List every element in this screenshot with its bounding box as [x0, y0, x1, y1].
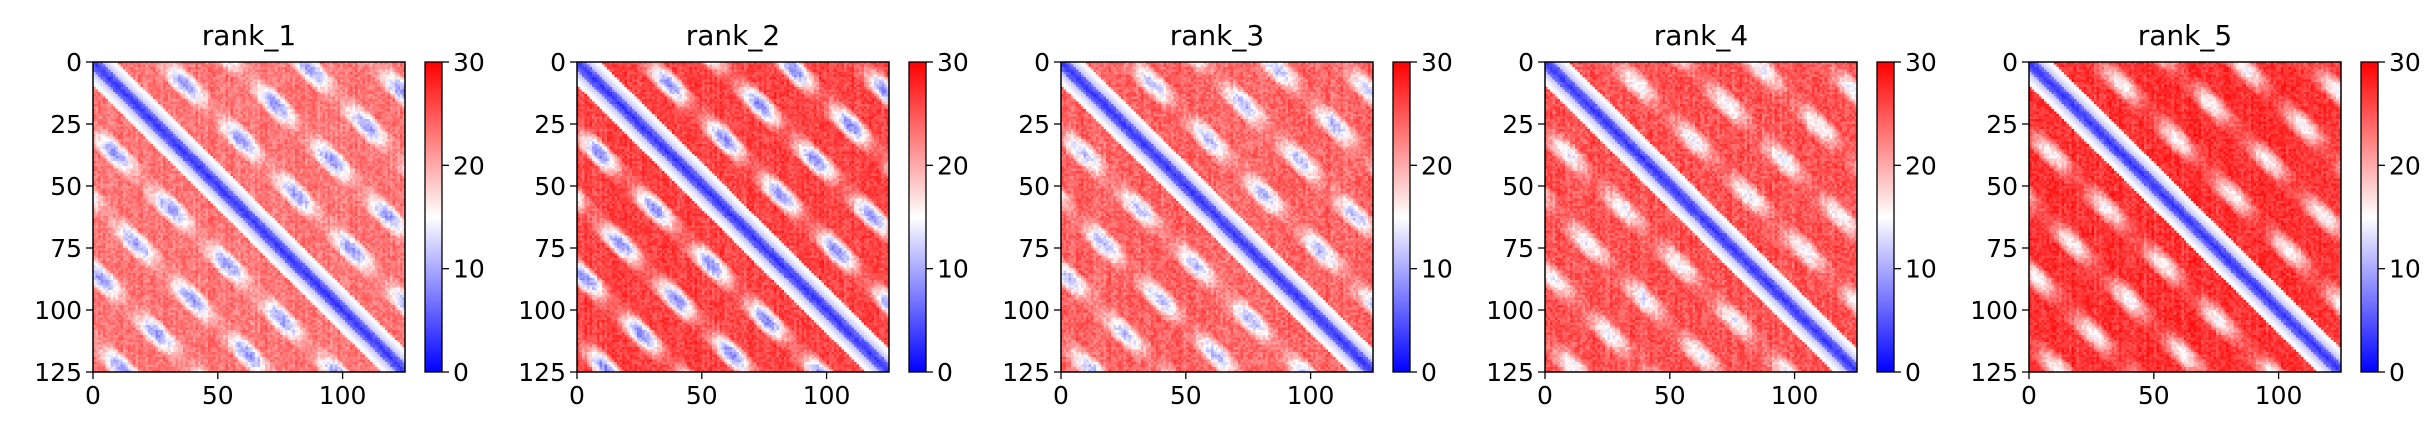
- colorbar: [908, 61, 927, 373]
- colorbar-tick-label: 10: [453, 255, 485, 284]
- colorbar-tick-label: 20: [1421, 151, 1453, 180]
- y-tick-label: 125: [1002, 358, 1050, 387]
- colorbar-tick-label: 0: [937, 358, 953, 387]
- plot-frame: [2028, 61, 2342, 373]
- y-tick-label: 100: [34, 296, 82, 325]
- colorbar: [424, 61, 443, 373]
- colorbar: [2360, 61, 2379, 373]
- y-tick-label: 100: [1486, 296, 1534, 325]
- x-tick-label: 50: [202, 381, 234, 410]
- x-tick-label: 0: [85, 381, 101, 410]
- colorbar-tick-label: 10: [2389, 255, 2421, 284]
- y-tick-label: 25: [1018, 110, 1050, 139]
- panel-title: rank_2: [686, 19, 780, 52]
- colorbar-tick-label: 0: [453, 358, 469, 387]
- y-tick-label: 75: [1502, 234, 1534, 263]
- x-tick-label: 50: [1654, 381, 1686, 410]
- panel-title: rank_3: [1170, 19, 1264, 52]
- panel-title: rank_4: [1654, 19, 1748, 52]
- heatmap-image: [2029, 62, 2341, 372]
- plot-frame: [1544, 61, 1858, 373]
- colorbar-tick-label: 10: [1905, 255, 1937, 284]
- colorbar-tick-label: 20: [1905, 151, 1937, 180]
- y-tick-label: 0: [1518, 48, 1534, 77]
- x-tick-label: 0: [569, 381, 585, 410]
- y-tick-label: 50: [1986, 172, 2018, 201]
- y-tick-label: 25: [1502, 110, 1534, 139]
- y-tick-label: 25: [50, 110, 82, 139]
- colorbar-tick-label: 30: [453, 48, 485, 77]
- colorbar-tick-label: 10: [937, 255, 969, 284]
- y-tick-label: 125: [34, 358, 82, 387]
- x-tick-label: 0: [1053, 381, 1069, 410]
- y-tick-label: 100: [518, 296, 566, 325]
- y-tick-label: 125: [1970, 358, 2018, 387]
- colorbar-tick-label: 20: [453, 151, 485, 180]
- panel-title: rank_1: [202, 19, 296, 52]
- colorbar-tick-label: 0: [1421, 358, 1437, 387]
- colorbar-tick-label: 30: [937, 48, 969, 77]
- y-tick-label: 25: [1986, 110, 2018, 139]
- y-tick-label: 50: [1018, 172, 1050, 201]
- y-tick-label: 0: [550, 48, 566, 77]
- colorbar-tick-label: 0: [1905, 358, 1921, 387]
- heatmap-image: [1061, 62, 1373, 372]
- x-tick-label: 100: [319, 381, 367, 410]
- x-tick-label: 50: [686, 381, 718, 410]
- x-tick-label: 0: [2021, 381, 2037, 410]
- colorbar: [1876, 61, 1895, 373]
- y-tick-label: 0: [66, 48, 82, 77]
- y-tick-label: 50: [1502, 172, 1534, 201]
- y-tick-label: 50: [534, 172, 566, 201]
- y-tick-label: 75: [1018, 234, 1050, 263]
- heatmap-image: [577, 62, 889, 372]
- colorbar-tick-label: 0: [2389, 358, 2405, 387]
- x-tick-label: 100: [1287, 381, 1335, 410]
- y-tick-label: 0: [1034, 48, 1050, 77]
- y-tick-label: 75: [1986, 234, 2018, 263]
- y-tick-label: 100: [1002, 296, 1050, 325]
- y-tick-label: 0: [2002, 48, 2018, 77]
- x-tick-label: 0: [1537, 381, 1553, 410]
- x-tick-label: 100: [803, 381, 851, 410]
- y-tick-label: 75: [50, 234, 82, 263]
- heatmap-image: [1545, 62, 1857, 372]
- colorbar-tick-label: 30: [2389, 48, 2421, 77]
- colorbar-tick-label: 10: [1421, 255, 1453, 284]
- panel-title: rank_5: [2138, 19, 2232, 52]
- y-tick-label: 75: [534, 234, 566, 263]
- colorbar: [1392, 61, 1411, 373]
- x-tick-label: 100: [1771, 381, 1819, 410]
- y-tick-label: 100: [1970, 296, 2018, 325]
- colorbar-tick-label: 20: [937, 151, 969, 180]
- colorbar-tick-label: 20: [2389, 151, 2421, 180]
- y-tick-label: 50: [50, 172, 82, 201]
- plot-frame: [92, 61, 406, 373]
- y-tick-label: 125: [1486, 358, 1534, 387]
- plot-frame: [576, 61, 890, 373]
- colorbar-tick-label: 30: [1421, 48, 1453, 77]
- plot-frame: [1060, 61, 1374, 373]
- heatmap-image: [93, 62, 405, 372]
- colorbar-tick-label: 30: [1905, 48, 1937, 77]
- x-tick-label: 100: [2255, 381, 2303, 410]
- y-tick-label: 125: [518, 358, 566, 387]
- y-tick-label: 25: [534, 110, 566, 139]
- x-tick-label: 50: [2138, 381, 2170, 410]
- x-tick-label: 50: [1170, 381, 1202, 410]
